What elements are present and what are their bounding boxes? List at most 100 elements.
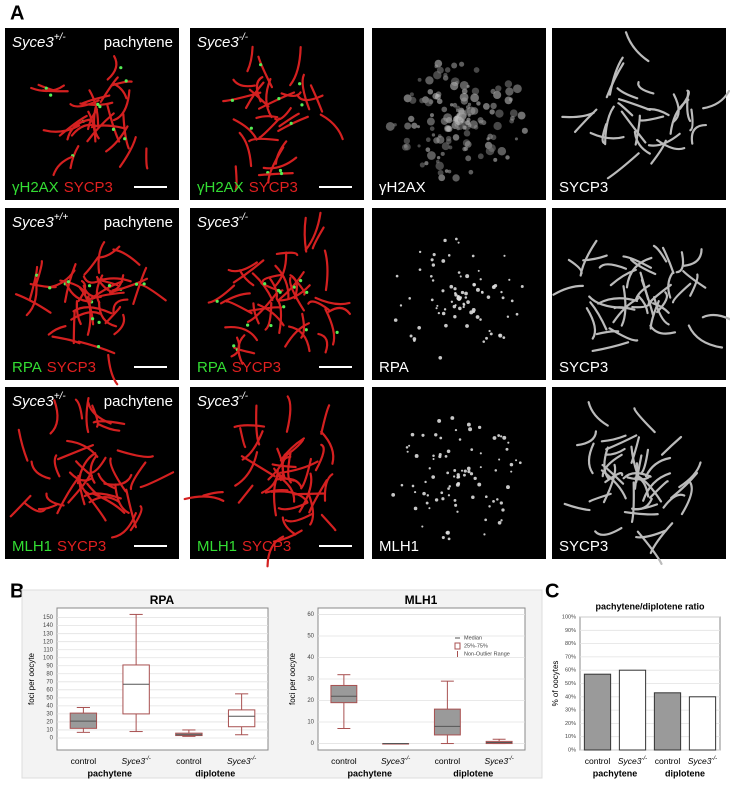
- focus: [479, 278, 482, 281]
- focus: [230, 98, 234, 102]
- y-tick-label: 70: [46, 679, 53, 685]
- chromosome: [246, 292, 278, 323]
- chromosome: [52, 155, 74, 177]
- chromosome: [265, 77, 273, 119]
- chromosome: [637, 295, 649, 315]
- y-tick-label: 30: [46, 711, 53, 717]
- chromosome: [602, 463, 617, 504]
- chromosome: [49, 399, 59, 435]
- focus: [449, 103, 454, 107]
- y-tick-label: 50: [46, 695, 53, 701]
- focus: [447, 169, 452, 174]
- chromosome: [672, 93, 680, 123]
- micrograph: RPA: [372, 208, 546, 380]
- category-name: control: [176, 756, 202, 766]
- focus: [452, 174, 460, 182]
- focus: [443, 308, 447, 311]
- chromosome: [617, 98, 651, 111]
- focus: [465, 324, 469, 328]
- chromosome: [298, 472, 313, 513]
- focus: [466, 300, 470, 304]
- focus: [490, 134, 497, 141]
- focus: [510, 299, 514, 303]
- focus: [465, 274, 470, 279]
- chromosome: [276, 474, 296, 503]
- focus: [503, 254, 506, 257]
- chromosome: [661, 246, 675, 275]
- chromosome: [319, 113, 344, 141]
- chromosome: [99, 245, 121, 259]
- focus: [447, 494, 451, 497]
- chromosome: [25, 276, 38, 317]
- chromosome: [129, 461, 147, 490]
- chromosome: [274, 264, 290, 301]
- focus: [414, 454, 419, 458]
- focus: [461, 88, 468, 95]
- focus: [421, 433, 425, 437]
- x-tick-label: control: [331, 756, 357, 766]
- chart-title: RPA: [150, 593, 175, 607]
- chromosome: [227, 261, 258, 273]
- micrograph: γH2AX: [372, 28, 546, 200]
- focus: [413, 491, 417, 494]
- group-label: diplotene: [453, 768, 493, 778]
- focus: [437, 311, 441, 315]
- chromosome: [284, 322, 310, 348]
- genotype-superscript: +/+: [54, 212, 69, 223]
- focus: [431, 263, 436, 267]
- focus: [436, 155, 441, 160]
- focus: [453, 498, 457, 502]
- focus: [437, 169, 444, 176]
- focus: [440, 491, 444, 495]
- chromosome: [616, 87, 639, 100]
- chromosome: [606, 152, 640, 180]
- chromosome: [600, 434, 627, 443]
- focus: [401, 143, 409, 151]
- focus: [458, 438, 462, 441]
- gene-name: Syce3: [12, 214, 54, 231]
- y-axis-label: % of oocytes: [551, 661, 560, 707]
- focus: [456, 473, 460, 477]
- focus: [494, 469, 498, 472]
- focus: [453, 287, 457, 291]
- focus: [411, 484, 415, 488]
- y-tick-label: 80%: [565, 641, 576, 647]
- panel-label: B: [10, 580, 24, 602]
- focus: [142, 282, 146, 286]
- focus: [409, 92, 414, 97]
- stain-label: SYCP3: [559, 538, 608, 555]
- focus: [431, 133, 436, 137]
- stain-name: SYCP3: [64, 179, 113, 196]
- chromosome: [670, 471, 699, 500]
- stage-label: pachytene: [104, 393, 173, 410]
- focus: [457, 241, 460, 244]
- focus: [467, 470, 471, 474]
- focus: [477, 482, 482, 487]
- chromosome: [105, 125, 129, 153]
- legend-swatch: [454, 642, 461, 650]
- focus: [444, 323, 448, 328]
- focus: [425, 76, 434, 85]
- chromosome: [678, 461, 702, 489]
- focus: [471, 87, 480, 95]
- focus: [500, 435, 503, 438]
- chromosome: [122, 113, 130, 150]
- chromosome: [238, 131, 253, 168]
- focus: [506, 315, 510, 318]
- focus: [454, 304, 457, 307]
- chromosome: [633, 497, 653, 511]
- stain-name: MLH1: [379, 538, 419, 555]
- focus: [434, 498, 439, 502]
- focus: [429, 113, 434, 118]
- category-superscript: -/-: [711, 756, 717, 762]
- focus: [441, 259, 446, 263]
- chromosome: [323, 473, 334, 502]
- chromosome: [246, 45, 254, 73]
- focus: [464, 140, 472, 148]
- chromosome: [132, 266, 148, 306]
- group-label: pachytene: [347, 768, 392, 778]
- chromosome: [272, 476, 278, 517]
- chromosome: [83, 256, 100, 276]
- chromosome: [222, 91, 262, 103]
- chromosome: [275, 297, 283, 335]
